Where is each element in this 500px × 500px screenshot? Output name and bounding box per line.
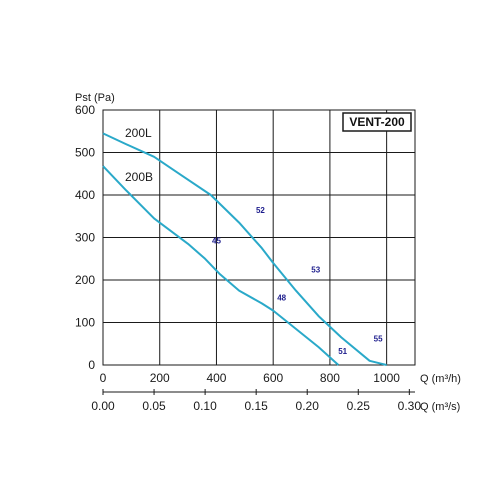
secondary-x-tick-label: 0.05 bbox=[142, 399, 166, 413]
series-label: 200B bbox=[125, 170, 153, 184]
noise-annotation: 48 bbox=[277, 293, 286, 302]
grid bbox=[102, 109, 415, 366]
x-tick-label: 800 bbox=[320, 371, 340, 385]
noise-annotation: 45 bbox=[212, 236, 221, 245]
chart-title-box: VENT-200 bbox=[342, 112, 412, 132]
secondary-x-tick-label: 0.15 bbox=[244, 399, 268, 413]
secondary-x-axis: 0.00 0.05 0.10 0.15 0.20 0.25 0.30 bbox=[91, 389, 421, 413]
secondary-x-tick-label: 0.30 bbox=[398, 399, 422, 413]
y-axis-title: Pst (Pa) bbox=[75, 92, 115, 104]
x-tick-label: 0 bbox=[100, 371, 107, 385]
x-tick-labels: 0 200 400 600 800 1000 bbox=[100, 371, 401, 385]
x-axis-title: Q (m³/h) bbox=[420, 373, 461, 385]
series-label: 200L bbox=[125, 126, 152, 140]
secondary-x-axis-title: Q (m³/s) bbox=[420, 401, 460, 413]
y-tick-label: 100 bbox=[75, 316, 95, 330]
y-tick-label: 400 bbox=[75, 188, 95, 202]
x-tick-label: 600 bbox=[263, 371, 283, 385]
noise-annotation: 52 bbox=[256, 206, 265, 215]
y-tick-label: 500 bbox=[75, 146, 95, 160]
x-tick-label: 200 bbox=[150, 371, 170, 385]
y-tick-label: 300 bbox=[75, 231, 95, 245]
series-line-200L bbox=[102, 132, 387, 366]
y-tick-label: 0 bbox=[88, 358, 95, 372]
chart-title: VENT-200 bbox=[349, 115, 405, 129]
series-lines: 200L 200B bbox=[102, 126, 387, 366]
secondary-x-tick-label: 0.25 bbox=[347, 399, 371, 413]
noise-annotation: 53 bbox=[311, 265, 320, 274]
y-tick-labels: 0 100 200 300 400 500 600 bbox=[75, 103, 95, 372]
y-tick-label: 600 bbox=[75, 103, 95, 117]
noise-annotation: 51 bbox=[338, 347, 347, 356]
secondary-x-tick-label: 0.00 bbox=[91, 399, 115, 413]
x-tick-label: 400 bbox=[206, 371, 226, 385]
noise-level-annotations: 52 53 55 45 48 51 bbox=[212, 206, 383, 356]
secondary-x-tick-label: 0.20 bbox=[296, 399, 320, 413]
series-line-200B bbox=[102, 165, 340, 366]
y-tick-label: 200 bbox=[75, 273, 95, 287]
x-tick-label: 1000 bbox=[373, 371, 400, 385]
secondary-x-tick-label: 0.10 bbox=[193, 399, 217, 413]
plot-frame bbox=[102, 109, 416, 366]
noise-annotation: 55 bbox=[374, 335, 383, 344]
